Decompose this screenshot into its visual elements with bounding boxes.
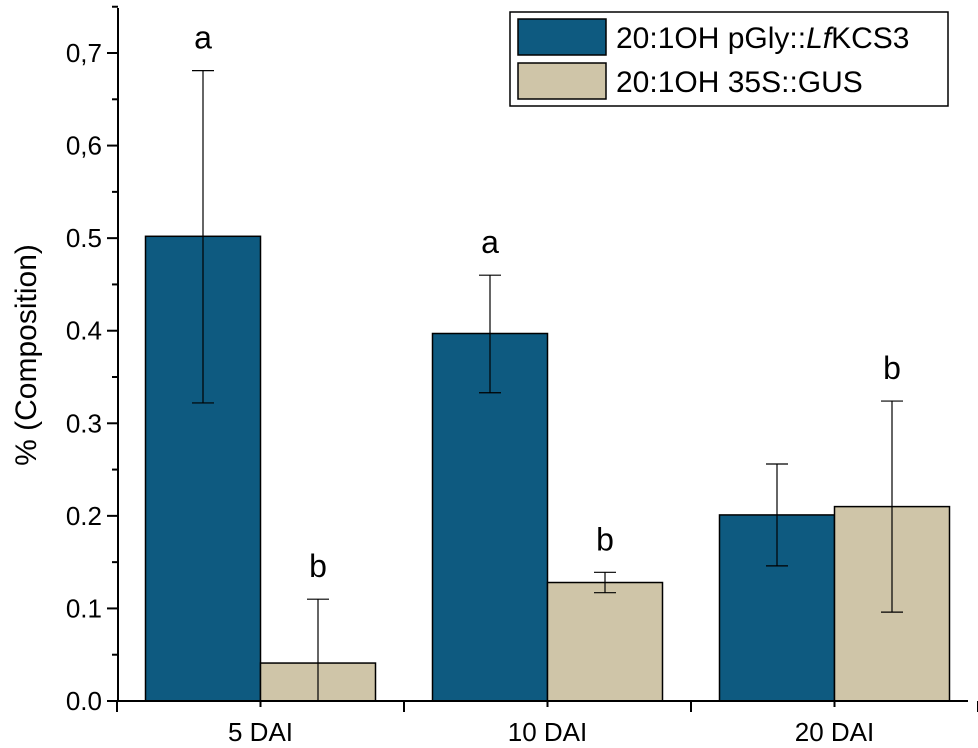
bar-series-2-10-dai — [546, 581, 664, 702]
x-tick-label: 20 DAI — [795, 717, 875, 747]
y-tick-label: 0.5 — [66, 223, 102, 253]
significance-letter: a — [194, 20, 212, 56]
legend-label-series-2: 20:1OH 35S::GUS — [616, 66, 863, 99]
y-tick-label: 0.1 — [66, 593, 102, 623]
y-tick-label: 0.0 — [66, 686, 102, 716]
x-tick-label: 5 DAI — [228, 717, 293, 747]
y-tick-label: 0,7 — [66, 38, 102, 68]
legend: 20:1OH pGly::LfKCS3 20:1OH 35S::GUS — [509, 11, 949, 107]
axes — [117, 8, 968, 702]
legend-label-series-1: 20:1OH pGly::LfKCS3 — [616, 22, 909, 55]
legend-swatch-series-1 — [517, 18, 607, 56]
y-tick-label: 0.4 — [66, 316, 102, 346]
significance-letter: b — [883, 350, 901, 386]
x-tick-label: 10 DAI — [508, 717, 588, 747]
y-tick-label: 0.3 — [66, 408, 102, 438]
y-tick-label: 0,6 — [66, 131, 102, 161]
bar-series-1-10-dai — [431, 332, 549, 702]
y-tick-label: 0.2 — [66, 501, 102, 531]
y-axis-title: % (Composition) — [10, 244, 43, 466]
significance-letter: a — [481, 224, 499, 260]
legend-swatch-series-2 — [517, 62, 607, 100]
significance-letter: b — [309, 548, 327, 584]
significance-letter: b — [596, 521, 614, 557]
plot-area: 0.0 0.1 0.2 0.3 0.4 0.5 0,6 0,7 5 DAI 10 DAI 20 DA… — [66, 5, 978, 747]
